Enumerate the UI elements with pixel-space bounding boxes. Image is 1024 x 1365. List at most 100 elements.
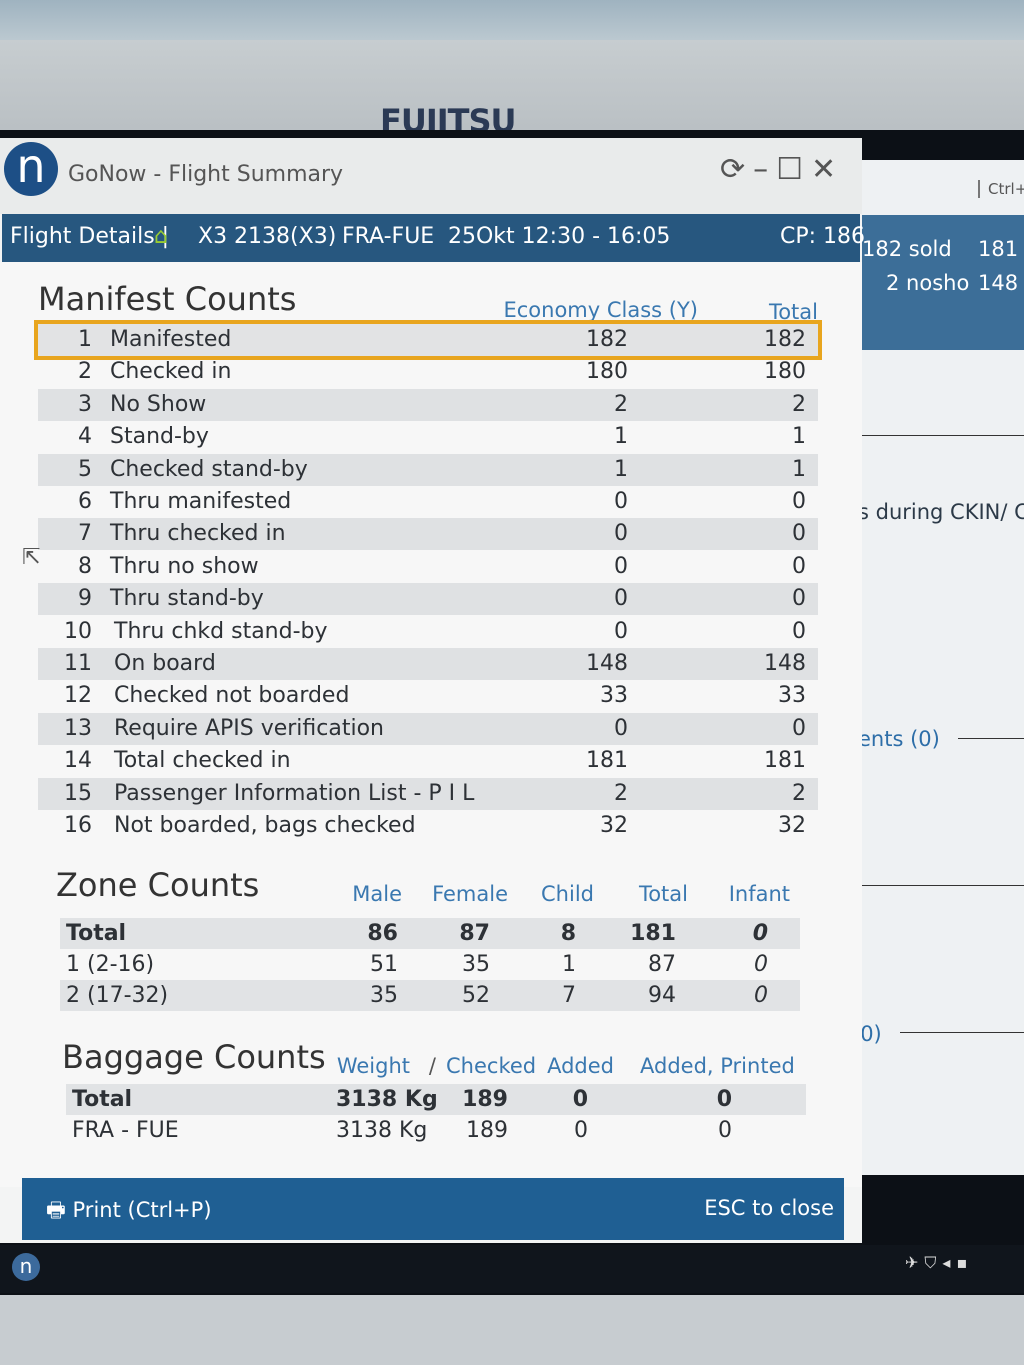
minimize-icon[interactable]: – (753, 152, 777, 187)
row-number: 13 (64, 715, 92, 741)
zone-infant-value: 0 (752, 921, 768, 946)
row-label: Require APIS verification (114, 715, 384, 741)
speaker-icon[interactable]: ◂ (942, 1253, 957, 1272)
nosho-label: 2 nosho (886, 271, 970, 295)
monitor-bottom-bezel (0, 1295, 1024, 1365)
row-number: 10 (64, 618, 92, 644)
manifest-row[interactable]: 13 Require APIS verification 0 0 (38, 712, 818, 745)
row-label: Checked in (110, 359, 232, 385)
col-separator: / (428, 1054, 436, 1078)
ents-link[interactable]: ents (0) (858, 727, 940, 751)
manifest-row[interactable]: 15 Passenger Information List - P I L 2 2 (38, 777, 818, 810)
baggage-weight-value: 3138 Kg (336, 1118, 428, 1143)
window-title: GoNow - Flight Summary (68, 162, 344, 187)
row-number: 4 (78, 424, 92, 450)
refresh-icon[interactable]: ⟳ (720, 152, 754, 187)
row-total-value: 33 (778, 683, 806, 709)
manifest-row[interactable]: 16 Not boarded, bags checked 32 32 (38, 810, 818, 842)
network-icon[interactable]: ▪ (956, 1253, 974, 1272)
row-economy-value: 0 (614, 553, 628, 579)
row-economy-value: 180 (586, 359, 628, 385)
manifest-row[interactable]: 5 Checked stand-by 1 1 (38, 453, 818, 486)
baggage-added-value: 0 (574, 1118, 588, 1143)
row-label: Not boarded, bags checked (114, 813, 416, 838)
zone-total-value: 94 (648, 983, 676, 1008)
baggage-row: FRA - FUE 3138 Kg 189 0 0 (66, 1115, 806, 1146)
background-refresh-shortcut[interactable]: Ctrl+ (978, 180, 1024, 198)
row-number: 7 (78, 521, 92, 547)
manifest-row[interactable]: 6 Thru manifested 0 0 (38, 486, 818, 518)
esc-close-hint[interactable]: ESC to close (704, 1196, 834, 1220)
maximize-icon[interactable]: ☐ (776, 152, 812, 187)
row-number: 14 (64, 748, 92, 774)
zone-female-value: 35 (462, 952, 490, 977)
row-economy-value: 32 (600, 813, 628, 838)
taskbar-gonow-icon[interactable]: n (12, 1253, 40, 1281)
airplane-icon[interactable]: ✈ (905, 1253, 925, 1272)
manifest-row[interactable]: 2 Checked in 180 180 (38, 356, 818, 388)
zone-col-header: Total (638, 882, 688, 906)
shield-icon[interactable]: ⛉ (924, 1253, 943, 1272)
row-total-value: 0 (792, 715, 806, 741)
divider (858, 885, 1024, 886)
zone-col-header: Child (541, 882, 594, 906)
zone-male-value: 86 (367, 921, 398, 946)
close-icon[interactable]: ✕ (811, 152, 845, 187)
row-number: 6 (78, 489, 92, 514)
row-total-value: 1 (792, 456, 806, 482)
zone-total-value: 87 (648, 952, 676, 977)
manifest-row[interactable]: 4 Stand-by 1 1 (38, 421, 818, 453)
manifest-row[interactable]: 9 Thru stand-by 0 0 (38, 583, 818, 616)
manifest-row[interactable]: 8 Thru no show 0 0 (38, 551, 818, 583)
zone-col-header: Female (432, 882, 508, 906)
row-label: Total checked in (114, 748, 291, 774)
zone-female-value: 52 (462, 983, 490, 1008)
zone-infant-value: 0 (754, 983, 768, 1008)
divider (862, 435, 1024, 436)
mouse-cursor-icon: ⇱ (22, 545, 41, 570)
row-label: Passenger Information List - P I L (114, 780, 475, 806)
zone-row: 1 (2-16) 51 35 1 87 0 (60, 949, 800, 980)
row-economy-value: 0 (614, 521, 628, 547)
baggage-label: FRA - FUE (72, 1118, 179, 1143)
col-added: Added (547, 1054, 614, 1078)
row-number: 3 (78, 391, 92, 417)
baggage-label: Total (72, 1087, 133, 1112)
zone-label: 1 (2-16) (66, 952, 155, 977)
row-total-value: 2 (792, 391, 806, 417)
row-economy-value: 182 (586, 327, 628, 352)
row-number: 1 (78, 327, 92, 352)
row-total-value: 0 (792, 521, 806, 547)
row-label: Stand-by (110, 424, 209, 450)
zone-male-value: 51 (370, 952, 398, 977)
manifest-row[interactable]: 10 Thru chkd stand-by 0 0 (38, 616, 818, 648)
row-total-value: 182 (764, 327, 806, 352)
system-tray: ✈⛉◂▪ (905, 1253, 973, 1273)
col-checked: Checked (446, 1054, 537, 1078)
row-label: Thru checked in (110, 521, 286, 547)
baggage-row: Total 3138 Kg 189 0 0 (66, 1084, 806, 1115)
row-total-value: 0 (792, 553, 806, 579)
row-label: Manifested (110, 327, 232, 352)
manifest-row[interactable]: 14 Total checked in 181 181 (38, 745, 818, 777)
flight-details-bar: Flight Details | ⌂ X3 2138(X3) FRA-FUE 2… (2, 214, 865, 262)
manifest-row[interactable]: 3 No Show 2 2 (38, 388, 818, 421)
print-button[interactable]: 🖶 Print (Ctrl+P) (46, 1196, 212, 1231)
manifest-row[interactable]: 12 Checked not boarded 33 33 (38, 680, 818, 712)
row-total-value: 148 (764, 651, 806, 676)
row-number: 8 (78, 553, 92, 579)
row-economy-value: 1 (614, 424, 628, 450)
row-label: No Show (110, 391, 207, 417)
row-number: 5 (78, 456, 92, 482)
manifest-row[interactable]: 1 Manifested 182 182 (34, 320, 822, 360)
flight-date-time: 25Okt 12:30 - 16:05 (448, 224, 671, 249)
zone-label: 2 (17-32) (66, 983, 169, 1008)
row-economy-value: 0 (614, 618, 628, 644)
manifest-row[interactable]: 11 On board 148 148 (38, 648, 818, 680)
gonow-logo-icon: n (4, 142, 58, 196)
window-titlebar: n GoNow - Flight Summary ⟳–☐✕ (0, 138, 862, 214)
printer-icon: 🖶 (46, 1198, 66, 1222)
zone-child-value: 1 (562, 952, 576, 977)
zone-col-header: Male (352, 882, 402, 906)
manifest-row[interactable]: 7 Thru checked in 0 0 (38, 518, 818, 551)
